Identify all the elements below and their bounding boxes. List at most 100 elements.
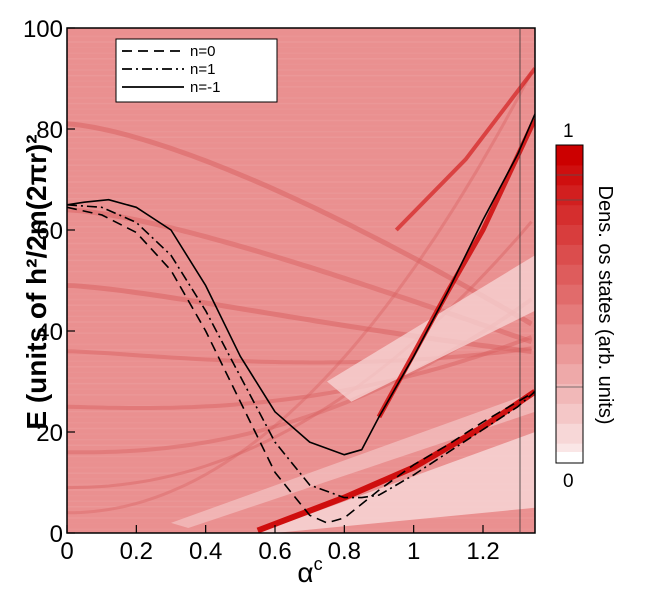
colorbar-step [556,403,583,424]
x-tick-label: 0 [60,538,73,565]
dos-stripe [67,394,535,396]
dos-stripe [67,461,535,463]
legend-label: n=1 [190,61,215,78]
dos-stripe [67,455,535,458]
dos-stripe [67,282,535,284]
legend-label: n=0 [190,43,215,60]
dos-stripe [67,466,535,469]
x-axis-title-base: α [297,557,313,588]
dos-stripe [67,377,535,379]
dos-stripe [67,108,535,110]
colorbar-step [556,343,583,365]
x-tick-label: 0.6 [258,538,291,565]
dos-wedge [257,432,535,533]
dos-strong-band [394,67,535,232]
y-tick-label: 80 [36,117,63,144]
colorbar-step [556,363,583,384]
dos-stripe [67,416,535,418]
series-line-0 [67,206,535,524]
y-tick-label: 20 [36,420,63,447]
dos-stripe [67,254,535,256]
colorbar-frame [555,144,584,464]
dos-stripe [67,450,535,452]
colorbar-step [556,184,583,206]
dos-stripe [67,226,535,228]
dos-stripe [67,444,535,446]
dos-stripe [67,30,535,32]
x-axis-title-superscript: c [314,554,323,574]
dos-stripe [67,242,535,245]
dos-stripe [67,86,535,88]
dos-stripe [67,304,535,306]
dos-stripe [67,80,535,82]
y-tick-label: 60 [36,218,63,245]
x-tick-label: 0.8 [328,538,361,565]
dos-stripe [67,332,535,334]
colorbar-step [556,304,583,325]
colorbar-step [556,224,583,245]
colorbar-step [556,323,583,345]
series-line-2 [67,113,535,456]
dos-band [67,335,533,410]
colorbar-max-label: 1 [563,121,574,142]
dos-stripe [67,506,535,508]
dos-stripe [67,371,535,374]
dos-stripe [67,192,535,194]
dos-stripe [67,175,535,178]
colorbar-min-label: 0 [563,471,574,492]
x-tick-label: 1.2 [466,538,499,565]
colorbar: 1 0 Dens. os states (arb. units) [555,121,616,492]
dos-stripe [67,220,535,222]
dos-stripe [67,198,535,200]
dos-stripe [67,97,535,99]
dos-stripe [67,438,535,441]
dos-stripe [67,410,535,413]
y-tick-label: 0 [50,521,63,548]
y-axis: 0 20 40 60 80 100 [23,16,75,548]
dos-stripe [67,119,535,122]
colorbar-step [556,204,583,225]
x-tick-label: 0.2 [120,538,153,565]
dos-wedge [171,391,535,528]
dos-stripe [67,153,535,155]
dos-stripe [67,142,535,144]
dos-stripe [67,91,535,94]
legend: n=0n=1n=-1 [115,38,278,103]
dos-stripe [67,214,535,217]
dos-stripe [67,114,535,116]
x-axis: 0 0.2 0.4 0.6 0.8 1 1.2 [60,525,500,565]
colorbar-step [556,452,583,463]
dos-wedge [327,255,535,402]
dos-stripe [67,170,535,172]
dos-stripe [67,52,535,54]
dos-stripe [67,399,535,402]
dos-stripe [67,237,535,239]
x-tick-label: 0.4 [189,538,222,565]
dos-stripe [67,130,535,133]
dos-band [67,346,532,365]
dos-stripe [67,270,535,273]
dos-stripe [67,388,535,390]
dos-stripe [67,69,535,71]
dos-stripe [67,382,535,385]
dos-stripe [67,298,535,301]
dos-stripe [67,58,535,60]
dos-stripe [67,293,535,295]
dos-stripe [67,125,535,127]
dos-stripe [67,405,535,407]
dos-stripe [67,147,535,150]
y-tick-label: 100 [23,16,63,43]
dos-stripe [67,321,535,323]
dos-stripe [67,500,535,502]
dos-stripe [67,186,535,189]
dos-stripe [67,203,535,206]
dos-stripe [67,259,535,262]
dos-stripe [67,46,535,49]
colorbar-title: Dens. os states (arb. units) [594,186,616,425]
dos-stripe [67,248,535,250]
dos-stripe [67,63,535,66]
series-lines [67,113,535,524]
colorbar-step [556,244,583,265]
dos-stripe [67,494,535,497]
